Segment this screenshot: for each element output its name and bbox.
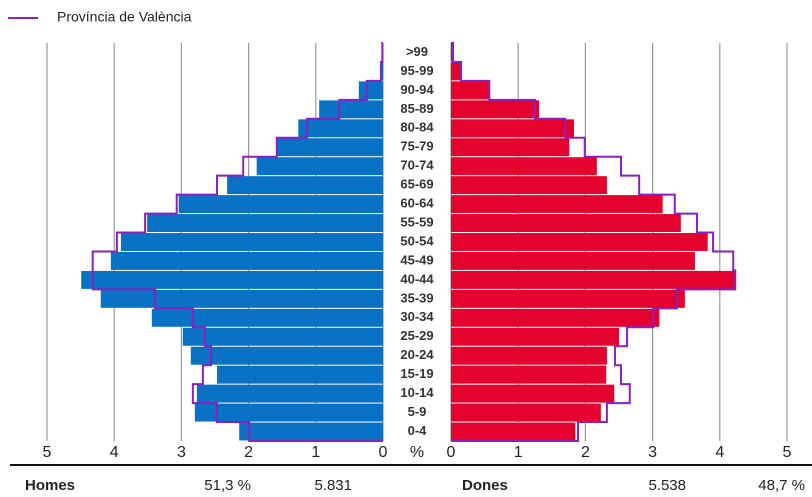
bar bbox=[120, 233, 384, 251]
footer-right-count: 5.538 bbox=[648, 477, 686, 494]
axis-label: % bbox=[410, 444, 424, 461]
bar bbox=[451, 81, 490, 100]
bar bbox=[151, 308, 383, 327]
bar bbox=[451, 384, 615, 403]
footer-right-label: Dones bbox=[462, 477, 508, 494]
category-label: 50-54 bbox=[400, 233, 434, 248]
category-label: 0-4 bbox=[408, 423, 428, 438]
bar bbox=[451, 251, 695, 270]
bar bbox=[100, 289, 383, 308]
bar bbox=[451, 119, 574, 138]
bar bbox=[451, 346, 607, 365]
bar bbox=[256, 157, 383, 176]
category-label: 25-29 bbox=[400, 328, 433, 343]
reference-outline bbox=[91, 42, 384, 442]
x-tick-label: 2 bbox=[244, 444, 253, 461]
category-label: 80-84 bbox=[400, 120, 434, 135]
bar bbox=[451, 157, 597, 176]
bar bbox=[319, 100, 383, 119]
bar bbox=[194, 403, 383, 422]
bar bbox=[451, 138, 570, 157]
bar bbox=[451, 308, 660, 327]
category-label: 70-74 bbox=[400, 158, 434, 173]
bar bbox=[239, 422, 383, 441]
bar bbox=[451, 289, 685, 308]
category-label: >99 bbox=[406, 44, 428, 59]
x-tick-label: 0 bbox=[379, 444, 388, 461]
category-label: 60-64 bbox=[400, 196, 434, 211]
bar bbox=[217, 365, 383, 384]
category-label: 5-9 bbox=[408, 404, 427, 419]
x-tick-label: 3 bbox=[177, 444, 186, 461]
footer-left-count: 5.831 bbox=[314, 477, 352, 494]
category-label: 75-79 bbox=[400, 139, 433, 154]
bar bbox=[276, 138, 383, 157]
bar bbox=[182, 327, 383, 346]
category-label: 95-99 bbox=[400, 63, 433, 78]
bar bbox=[451, 422, 576, 441]
bar bbox=[190, 346, 383, 365]
category-label: 10-14 bbox=[400, 385, 434, 400]
bar bbox=[451, 365, 607, 384]
bar bbox=[451, 233, 708, 251]
x-tick-label: 3 bbox=[648, 444, 657, 461]
bar bbox=[451, 43, 454, 62]
bar bbox=[451, 100, 540, 119]
x-tick-label: 5 bbox=[783, 444, 792, 461]
bar bbox=[147, 214, 383, 233]
bar bbox=[451, 270, 736, 289]
category-label: 45-49 bbox=[400, 252, 433, 267]
x-tick-label: 1 bbox=[514, 444, 523, 461]
x-tick-label: 5 bbox=[43, 444, 52, 461]
bar bbox=[451, 214, 681, 233]
bar bbox=[451, 176, 607, 195]
bar bbox=[451, 403, 601, 422]
bar bbox=[358, 81, 383, 100]
bar bbox=[81, 270, 383, 289]
category-label: 20-24 bbox=[400, 347, 434, 362]
x-tick-label: 4 bbox=[110, 444, 119, 461]
footer-left-label: Homes bbox=[25, 477, 75, 494]
x-tick-label: 1 bbox=[311, 444, 320, 461]
category-label: 55-59 bbox=[400, 214, 433, 229]
category-label: 35-39 bbox=[400, 290, 433, 305]
reference-outline bbox=[451, 42, 737, 442]
category-label: 85-89 bbox=[400, 101, 433, 116]
bar bbox=[110, 251, 383, 270]
category-label: 90-94 bbox=[400, 82, 434, 97]
bar bbox=[196, 384, 383, 403]
category-label: 30-34 bbox=[400, 309, 434, 324]
bar bbox=[298, 119, 383, 138]
bar bbox=[451, 62, 462, 81]
x-tick-label: 2 bbox=[581, 444, 590, 461]
bar bbox=[227, 176, 383, 195]
x-tick-label: 4 bbox=[715, 444, 724, 461]
bar bbox=[178, 195, 383, 214]
legend-label: Província de València bbox=[57, 9, 192, 25]
footer-right-share: 48,7 % bbox=[758, 477, 805, 494]
category-label: 15-19 bbox=[400, 366, 433, 381]
x-tick-label: 0 bbox=[447, 444, 456, 461]
category-label: 40-44 bbox=[400, 271, 434, 286]
category-label: 65-69 bbox=[400, 177, 433, 192]
bar bbox=[451, 195, 663, 214]
footer-left-share: 51,3 % bbox=[204, 477, 251, 494]
bar bbox=[451, 327, 619, 346]
